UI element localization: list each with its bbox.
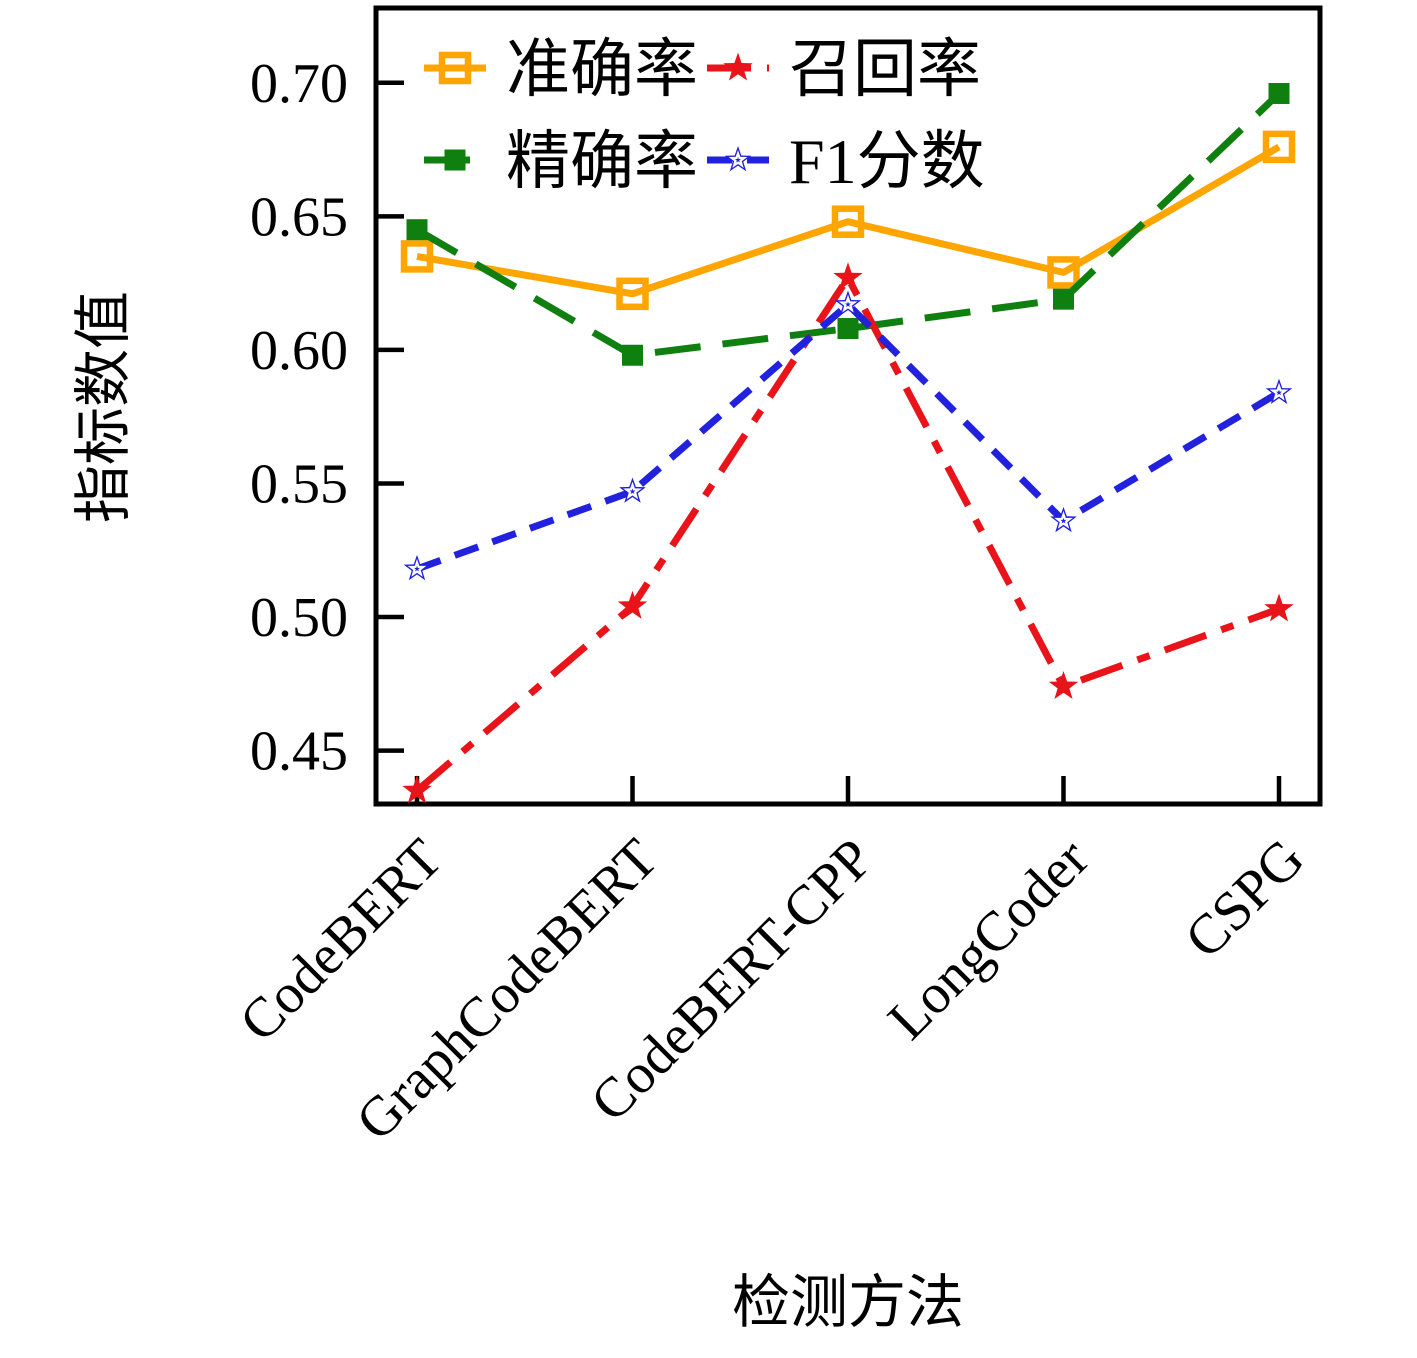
marker-LongCoder <box>1050 506 1077 533</box>
marker-CodeBERT-CPP <box>831 205 865 238</box>
marker-LongCoder <box>1047 256 1080 289</box>
marker-GraphCodeBERT <box>619 477 646 503</box>
series-line <box>414 274 1281 794</box>
marker-GraphCodeBERT <box>616 277 649 311</box>
y-tick-label: 0.50 <box>250 587 348 649</box>
legend-label-召回率: 召回率 <box>789 34 981 105</box>
marker-CSPG <box>1262 130 1296 164</box>
marker-GraphCodeBERT <box>617 590 648 619</box>
y-axis-title: 指标数值 <box>71 291 136 523</box>
y-tick-label: 0.70 <box>250 53 348 115</box>
marker-CSPG-inner <box>1269 382 1289 401</box>
marker-GraphCodeBERT-inner <box>623 481 642 500</box>
marker-CodeBERT-CPP <box>833 262 863 291</box>
marker-CSPG <box>1265 378 1293 404</box>
legend-marker-F1分数-inner <box>728 150 748 169</box>
x-tick-label: CodeBERT <box>228 827 454 1053</box>
marker-LongCoder <box>1053 288 1074 310</box>
legend-marker-精确率 <box>444 149 466 171</box>
marker-CodeBERT-inner <box>407 558 427 577</box>
marker-CodeBERT-CPP <box>834 290 862 316</box>
marker-CodeBERT <box>406 219 428 241</box>
series-召回率 <box>402 262 1294 804</box>
legend-marker-召回率 <box>723 52 753 81</box>
marker-CodeBERT <box>400 240 434 273</box>
legend-marker-准确率 <box>438 51 472 85</box>
legend-label-精确率: 精确率 <box>506 126 698 197</box>
marker-CodeBERT-CPP-inner <box>838 294 858 313</box>
x-tick-label: CSPG <box>1173 827 1316 970</box>
marker-CSPG <box>1264 593 1294 622</box>
plot-area: 0.450.500.550.600.650.70CodeBERTGraphCod… <box>228 5 1323 1153</box>
marker-CodeBERT-CPP <box>837 318 859 340</box>
marker-LongCoder-inner <box>1054 510 1073 529</box>
legend-label-准确率: 准确率 <box>506 34 698 105</box>
marker-CodeBERT <box>402 775 432 804</box>
series-line <box>415 90 1282 359</box>
x-axis-title: 检测方法 <box>732 1270 964 1335</box>
marker-CodeBERT <box>403 554 431 581</box>
legend-label-F1分数: F1分数 <box>789 126 985 197</box>
marker-CSPG <box>1268 82 1290 104</box>
series-line <box>415 301 1281 573</box>
marker-LongCoder <box>1048 671 1079 699</box>
x-tick-label: LongCoder <box>876 827 1100 1051</box>
legend-marker-F1分数 <box>724 146 752 172</box>
series-F1分数 <box>403 290 1293 581</box>
series-精确率 <box>406 82 1290 366</box>
y-tick-label: 0.55 <box>250 453 348 515</box>
y-tick-label: 0.45 <box>250 721 348 783</box>
y-tick-label: 0.60 <box>250 320 348 382</box>
marker-GraphCodeBERT <box>622 344 643 366</box>
y-tick-label: 0.65 <box>250 186 348 248</box>
